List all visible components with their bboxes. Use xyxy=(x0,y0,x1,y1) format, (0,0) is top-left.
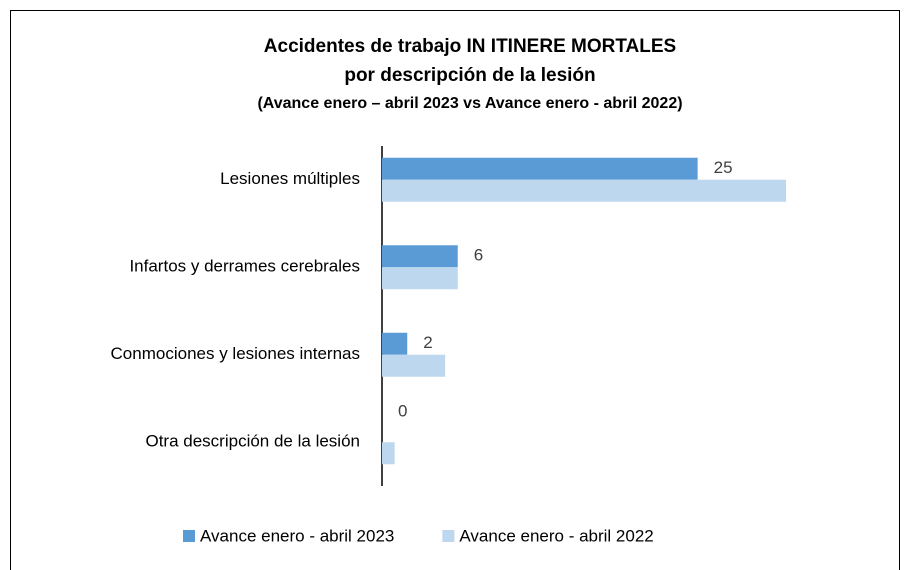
data-label: 2 xyxy=(423,333,432,352)
data-label: 0 xyxy=(398,402,407,421)
bar xyxy=(382,332,408,355)
bar xyxy=(382,267,458,290)
legend-label: Avance enero - abril 2022 xyxy=(459,526,653,545)
legend-swatch xyxy=(442,530,455,542)
bar xyxy=(382,157,698,180)
frame xyxy=(10,10,900,570)
bar xyxy=(382,245,458,268)
legend-label: Avance enero - abril 2023 xyxy=(200,526,394,545)
chart-subtitle: (Avance enero – abril 2023 vs Avance ene… xyxy=(257,95,682,112)
legend-swatch xyxy=(183,530,195,542)
data-label: 25 xyxy=(714,158,733,177)
category-label: Conmociones y lesiones internas xyxy=(111,344,360,363)
bar xyxy=(382,354,446,377)
chart-subtitle: por descripción de la lesión xyxy=(344,65,595,86)
bar xyxy=(382,179,786,202)
category-label: Lesiones múltiples xyxy=(220,169,360,188)
category-label: Infartos y derrames cerebrales xyxy=(129,257,360,276)
category-label: Otra descripción de la lesión xyxy=(145,432,360,451)
bar xyxy=(382,442,395,465)
data-label: 6 xyxy=(474,246,483,265)
chart-title: Accidentes de trabajo IN ITINERE MORTALE… xyxy=(264,36,676,57)
